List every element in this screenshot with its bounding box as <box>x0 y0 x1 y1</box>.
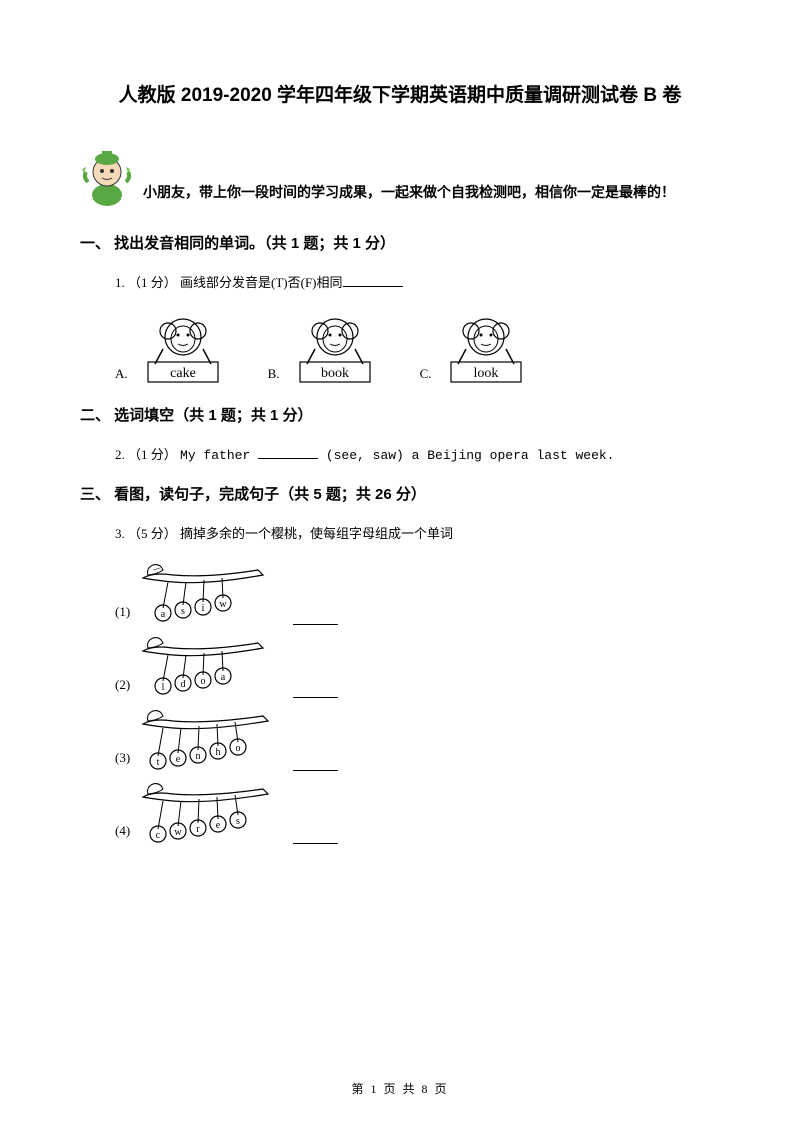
option-b-label: B. <box>268 366 280 384</box>
svg-text:s: s <box>181 606 185 617</box>
option-a-label: A. <box>115 366 128 384</box>
q1-text: 画线部分发音是(T)否(F)相同 <box>180 275 343 290</box>
q3-points: （5 分） <box>128 526 177 541</box>
cherry-branch-2: l d o a <box>138 633 278 698</box>
svg-text:e: e <box>216 820 221 831</box>
svg-text:t: t <box>157 757 160 768</box>
svg-text:o: o <box>201 676 206 687</box>
q3-text: 摘掉多余的一个樱桃，使每组字母组成一个单词 <box>180 526 453 541</box>
monkey-card-a: cake <box>133 309 233 384</box>
q1-options: A. cake B. book C. <box>115 309 720 384</box>
cherry-4-blank[interactable] <box>293 830 338 844</box>
svg-text:w: w <box>175 827 183 838</box>
monkey-card-c: look <box>436 309 536 384</box>
page-footer: 第 1 页 共 8 页 <box>0 1080 800 1097</box>
cherry-item-3: (3) t e n h o <box>115 706 720 771</box>
svg-text:s: s <box>236 816 240 827</box>
cherry-3-num: (3) <box>115 750 130 771</box>
q1-blank[interactable] <box>343 273 403 287</box>
q2-points: （1 分） <box>128 447 177 462</box>
option-a: A. cake <box>115 309 233 384</box>
cherry-2-num: (2) <box>115 677 130 698</box>
q2-text-after: (see, saw) a Beijing opera last week. <box>318 448 614 463</box>
q3-num: 3. <box>115 526 125 541</box>
section-2-heading: 二、 选词填空（共 1 题；共 1 分） <box>80 404 720 425</box>
svg-text:w: w <box>220 599 228 610</box>
svg-text:cake: cake <box>170 366 196 381</box>
mascot-icon <box>80 147 135 207</box>
page-title: 人教版 2019-2020 学年四年级下学期英语期中质量调研测试卷 B 卷 <box>80 80 720 107</box>
svg-text:n: n <box>196 751 201 762</box>
q2-blank[interactable] <box>258 445 318 459</box>
svg-text:book: book <box>321 366 349 381</box>
svg-text:i: i <box>202 603 205 614</box>
svg-text:o: o <box>236 743 241 754</box>
intro-text: 小朋友，带上你一段时间的学习成果，一起来做个自我检测吧，相信你一定是最棒的！ <box>143 182 675 207</box>
cherry-branch-1: a s i w <box>138 560 278 625</box>
question-3: 3. （5 分） 摘掉多余的一个樱桃，使每组字母组成一个单词 <box>115 522 720 545</box>
cherry-item-2: (2) l d o a <box>115 633 720 698</box>
cherry-item-4: (4) c w r e s <box>115 779 720 844</box>
option-c: C. look <box>420 309 537 384</box>
svg-text:h: h <box>216 747 221 758</box>
intro-row: 小朋友，带上你一段时间的学习成果，一起来做个自我检测吧，相信你一定是最棒的！ <box>80 147 720 207</box>
svg-text:l: l <box>162 682 165 693</box>
svg-text:look: look <box>474 366 499 381</box>
svg-text:a: a <box>221 672 226 683</box>
section-1-heading: 一、 找出发音相同的单词。（共 1 题；共 1 分） <box>80 232 720 253</box>
cherry-item-1: (1) a s i w <box>115 560 720 625</box>
q1-num: 1. <box>115 275 125 290</box>
svg-text:e: e <box>176 754 181 765</box>
question-1: 1. （1 分） 画线部分发音是(T)否(F)相同 <box>115 271 720 294</box>
cherry-1-blank[interactable] <box>293 611 338 625</box>
option-b: B. book <box>268 309 385 384</box>
q1-points: （1 分） <box>128 275 177 290</box>
cherry-branch-3: t e n h o <box>138 706 278 771</box>
svg-text:d: d <box>181 679 186 690</box>
monkey-card-b: book <box>285 309 385 384</box>
question-2: 2. （1 分） My father (see, saw) a Beijing … <box>115 443 720 467</box>
cherry-3-blank[interactable] <box>293 757 338 771</box>
option-c-label: C. <box>420 366 432 384</box>
cherry-1-num: (1) <box>115 604 130 625</box>
cherry-branch-4: c w r e s <box>138 779 278 844</box>
cherry-4-num: (4) <box>115 823 130 844</box>
q2-text-before: My father <box>180 448 258 463</box>
svg-text:a: a <box>161 609 166 620</box>
q2-num: 2. <box>115 447 125 462</box>
cherry-2-blank[interactable] <box>293 684 338 698</box>
svg-text:c: c <box>156 830 161 841</box>
svg-text:r: r <box>197 824 201 835</box>
section-3-heading: 三、 看图，读句子，完成句子（共 5 题；共 26 分） <box>80 483 720 504</box>
